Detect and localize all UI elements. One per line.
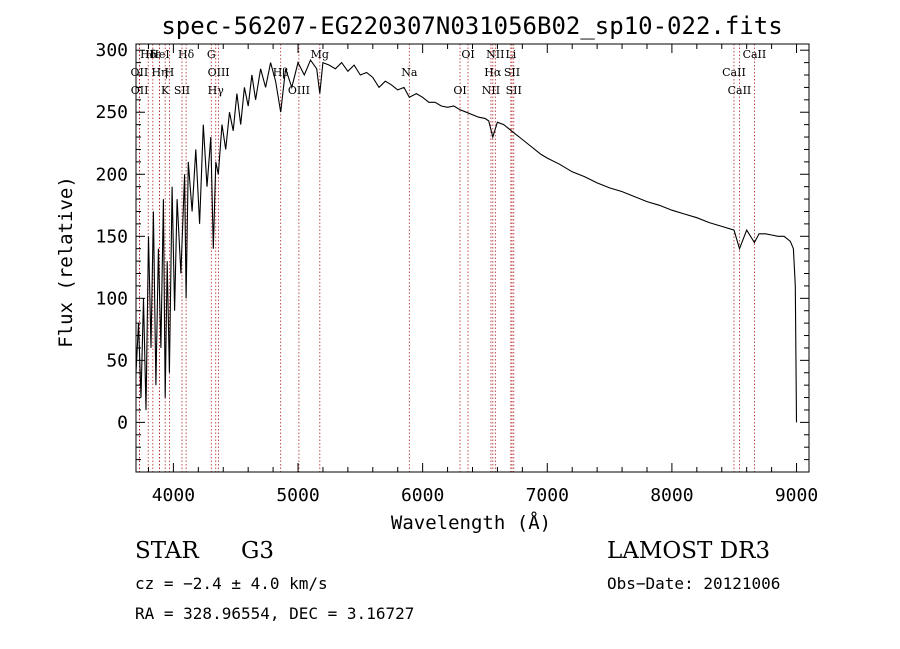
marker-label: Hδ [140, 48, 157, 61]
x-tick-label: 9000 [775, 485, 818, 506]
y-tick-label: 150 [95, 226, 128, 247]
redshift-cz: cz = −2.4 ± 4.0 km/s [135, 574, 328, 593]
marker-label: Na [401, 66, 418, 79]
x-tick-label: 4000 [152, 485, 195, 506]
marker-label: SII [174, 84, 190, 97]
x-tick-label: 7000 [526, 485, 569, 506]
x-tick-label: 8000 [650, 485, 693, 506]
sky-coordinates: RA = 328.96554, DEC = 3.16727 [135, 604, 415, 623]
x-axis-label: Wavelength (Å) [391, 511, 551, 534]
marker-label: OIII [208, 66, 230, 79]
y-tick-label: 0 [117, 412, 128, 433]
marker-label: OI [453, 84, 466, 97]
marker-labels: HδOIIOIIHεHηKHeIHSIIHδOIIIHγGHβOIIIMgNaO… [131, 48, 767, 97]
marker-label: H [165, 66, 175, 79]
marker-label: Li [505, 48, 516, 61]
marker-label: Mg [311, 48, 329, 61]
axis-ticks: 4000 5000 6000 7000 8000 9000 0 50 100 150 200 250 3… [95, 40, 818, 506]
marker-label: Hδ [178, 48, 195, 61]
y-axis-label: Flux (relative) [55, 176, 77, 348]
x-tick-label: 6000 [401, 485, 444, 506]
marker-label: Hγ [208, 84, 225, 97]
marker-label: G [207, 48, 216, 61]
marker-label: Hα [484, 66, 502, 79]
marker-label: OII [131, 84, 149, 97]
marker-label: SII [506, 84, 522, 97]
marker-label: CaII [722, 66, 746, 79]
marker-label: K [161, 84, 170, 97]
marker-label: NII [482, 84, 500, 97]
observation-date: Obs−Date: 20121006 [607, 574, 781, 593]
y-tick-label: 200 [95, 164, 128, 185]
y-tick-label: 250 [95, 102, 128, 123]
x-tick-label: 5000 [276, 485, 319, 506]
y-tick-label: 100 [95, 288, 128, 309]
marker-label: Hε [145, 48, 161, 61]
marker-label: HeI [149, 48, 169, 61]
marker-label: OIII [288, 84, 310, 97]
marker-label: SII [504, 66, 520, 79]
object-subclass: G3 [241, 538, 275, 564]
marker-label: CaII [728, 84, 752, 97]
spectrum-series-line [135, 58, 798, 423]
marker-lines [138, 44, 755, 472]
marker-label: NII [486, 48, 504, 61]
marker-label: Hη [151, 66, 167, 79]
marker-label: OI [461, 48, 474, 61]
chart-title: spec-56207-EG220307N031056B02_sp10-022.f… [161, 12, 782, 40]
y-tick-label: 300 [95, 40, 128, 61]
object-class: STAR [135, 538, 199, 564]
plot-frame [135, 43, 810, 473]
marker-label: CaII [743, 48, 767, 61]
marker-label: OII [131, 66, 149, 79]
y-tick-label: 50 [106, 350, 128, 371]
survey-name: LAMOST DR3 [607, 538, 771, 564]
